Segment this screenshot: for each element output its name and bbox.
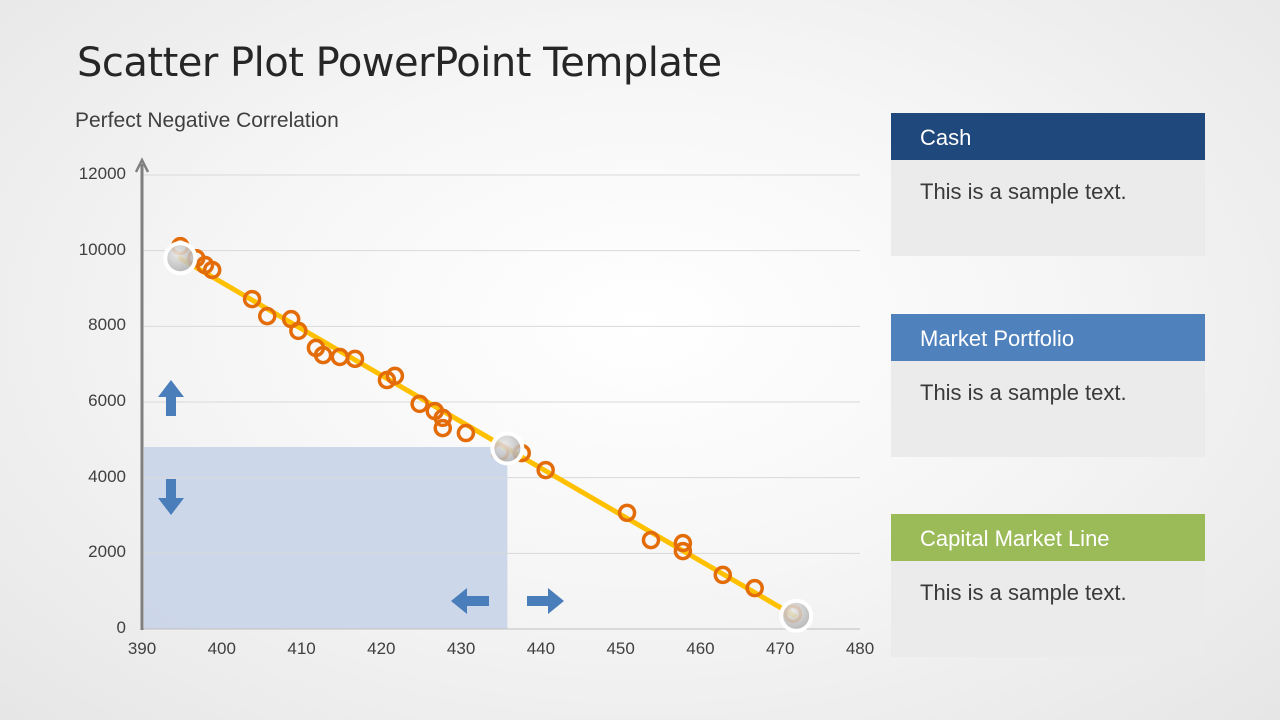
card-market-portfolio-body: This is a sample text. (891, 361, 1205, 457)
highlight-point (779, 598, 814, 633)
data-point-marker (433, 408, 453, 428)
y-tick-label: 2000 (88, 542, 126, 562)
card-capital-market-line: Capital Market Line This is a sample tex… (891, 514, 1205, 657)
data-point-marker (713, 565, 733, 585)
y-tick-label: 4000 (88, 466, 126, 486)
data-point-marker (617, 503, 637, 523)
x-tick-label: 430 (446, 639, 476, 658)
data-point-marker (456, 423, 476, 443)
data-point-marker (289, 321, 308, 341)
x-tick-label: 440 (526, 639, 556, 658)
card-capital-market-line-body: This is a sample text. (891, 561, 1205, 657)
card-cash: Cash This is a sample text. (891, 113, 1205, 256)
data-point-marker (242, 289, 262, 309)
slide-title: Scatter Plot PowerPoint Template (77, 40, 722, 86)
data-point-marker (202, 260, 222, 280)
data-point-marker (433, 418, 453, 438)
x-tick-label: 460 (686, 639, 715, 658)
chart-canvas (134, 157, 860, 633)
y-tick-label: 6000 (88, 391, 126, 410)
data-point-marker (745, 578, 764, 598)
highlight-point (490, 431, 525, 466)
data-point-marker (385, 366, 405, 386)
x-tick-label: 420 (367, 639, 396, 658)
data-point-marker (536, 460, 555, 480)
card-market-portfolio-header: Market Portfolio (891, 314, 1205, 361)
data-point-marker (673, 533, 693, 553)
data-point-marker (258, 306, 277, 326)
y-axis-arrow-icon (134, 157, 150, 173)
card-market-portfolio: Market Portfolio This is a sample text. (891, 314, 1205, 457)
right-arrow-icon (527, 588, 564, 614)
up-arrow-icon (158, 380, 184, 416)
left-arrow-icon (451, 588, 489, 614)
card-cash-header: Cash (891, 113, 1205, 160)
x-tick-label: 410 (287, 639, 316, 658)
y-tick-label: 10000 (78, 239, 126, 259)
data-point-marker (641, 530, 661, 550)
down-arrow-icon (158, 479, 184, 515)
card-cash-body: This is a sample text. (891, 160, 1205, 256)
data-point-marker (410, 394, 429, 414)
y-tick-label: 8000 (88, 315, 126, 335)
y-tick-label: 0 (116, 618, 126, 637)
chart-subtitle: Perfect Negative Correlation (75, 109, 339, 132)
data-point-marker (313, 345, 333, 365)
x-tick-label: 480 (845, 639, 875, 658)
y-tick-label: 12000 (78, 164, 126, 183)
x-tick-label: 450 (606, 639, 635, 658)
highlight-point (163, 241, 198, 276)
x-tick-label: 390 (127, 639, 157, 658)
card-capital-market-line-header: Capital Market Line (891, 514, 1205, 561)
data-point-marker (673, 541, 693, 561)
data-point-marker (345, 349, 365, 369)
x-tick-label: 470 (766, 639, 795, 658)
scatter-chart: 0 2000 4000 6000 8000 10000 12000 390 400 410 420… (78, 157, 875, 658)
x-tick-label: 400 (207, 639, 236, 658)
